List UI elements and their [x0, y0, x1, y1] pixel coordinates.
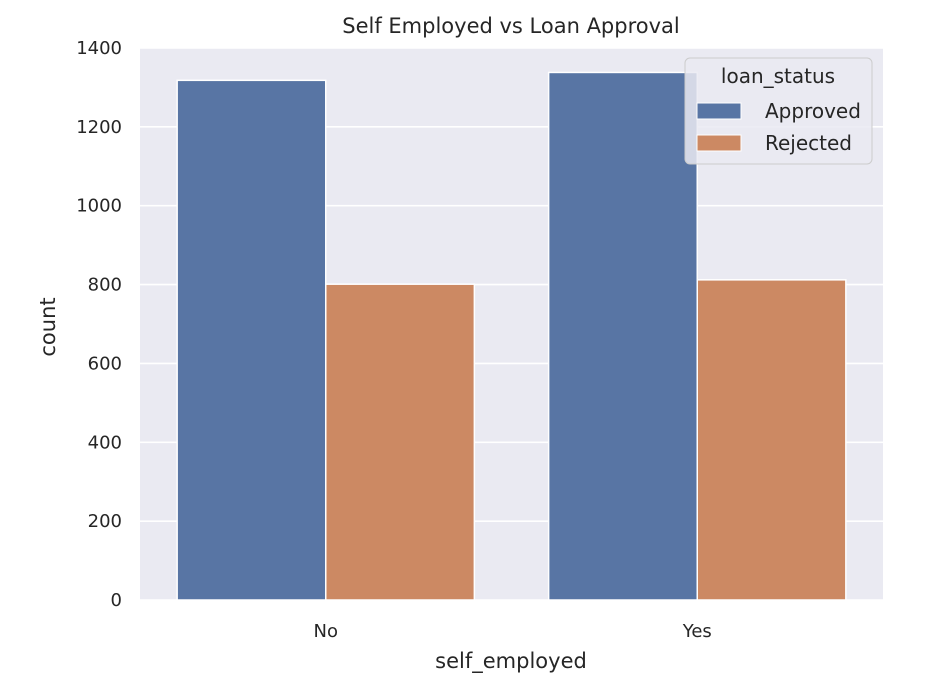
x-tick-label-no: No: [314, 621, 338, 642]
y-tick-label-400: 400: [88, 432, 122, 453]
y-axis-label: count: [36, 297, 60, 356]
y-tick-label-0: 0: [111, 590, 122, 611]
legend: loan_status Approved Rejected: [684, 57, 873, 165]
bar-yes-rejected: [696, 279, 847, 601]
bar-yes-approved: [547, 71, 699, 601]
chart-title: Self Employed vs Loan Approval: [342, 14, 680, 38]
y-tick-label-800: 800: [88, 275, 122, 296]
legend-label-approved: Approved: [765, 99, 861, 123]
x-axis-ticks: No Yes: [314, 621, 712, 642]
bar-no-rejected: [325, 283, 476, 601]
y-tick-label-200: 200: [88, 511, 122, 532]
x-tick-label-yes: Yes: [682, 621, 712, 642]
y-tick-label-600: 600: [88, 353, 122, 374]
y-axis-ticks: 0 200 400 600 800 1000 1200 1400: [76, 38, 122, 611]
legend-swatch-approved: [696, 102, 742, 120]
y-tick-label-1200: 1200: [76, 117, 122, 138]
legend-label-rejected: Rejected: [765, 131, 852, 155]
y-tick-label-1400: 1400: [76, 38, 122, 59]
legend-swatch-rejected: [696, 134, 742, 152]
legend-title: loan_status: [721, 64, 835, 88]
bar-no-approved: [176, 79, 327, 601]
bars: [176, 71, 847, 601]
y-tick-label-1000: 1000: [76, 196, 122, 217]
x-axis-label: self_employed: [435, 649, 587, 674]
